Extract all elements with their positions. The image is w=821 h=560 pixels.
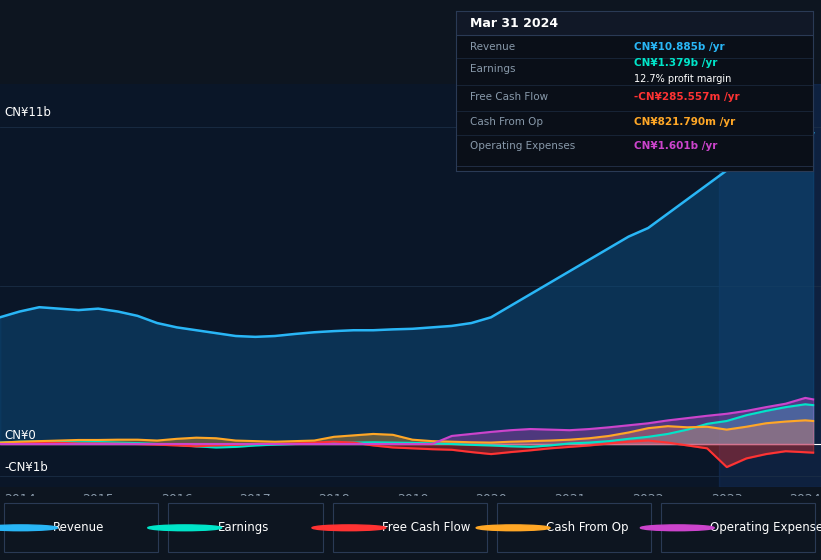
Text: Cash From Op: Cash From Op — [546, 521, 628, 534]
Text: 12.7% profit margin: 12.7% profit margin — [635, 74, 732, 84]
Text: Operating Expenses: Operating Expenses — [710, 521, 821, 534]
Text: Free Cash Flow: Free Cash Flow — [382, 521, 470, 534]
Text: CN¥10.885b /yr: CN¥10.885b /yr — [635, 42, 725, 52]
Text: Mar 31 2024: Mar 31 2024 — [470, 17, 558, 30]
Bar — [719, 84, 821, 487]
Text: CN¥1.379b /yr: CN¥1.379b /yr — [635, 58, 718, 68]
Text: -CN¥285.557m /yr: -CN¥285.557m /yr — [635, 92, 740, 101]
Text: Cash From Op: Cash From Op — [470, 117, 543, 127]
Circle shape — [0, 525, 57, 531]
Circle shape — [476, 525, 550, 531]
Text: Revenue: Revenue — [470, 42, 515, 52]
Text: CN¥1.601b /yr: CN¥1.601b /yr — [635, 141, 718, 151]
Text: -CN¥1b: -CN¥1b — [4, 461, 48, 474]
FancyBboxPatch shape — [456, 11, 813, 35]
Text: Revenue: Revenue — [53, 521, 105, 534]
Circle shape — [312, 525, 386, 531]
Text: CN¥0: CN¥0 — [4, 429, 35, 442]
Text: Free Cash Flow: Free Cash Flow — [470, 92, 548, 101]
Circle shape — [640, 525, 714, 531]
Text: Earnings: Earnings — [470, 64, 516, 74]
Text: Earnings: Earnings — [218, 521, 269, 534]
Text: Operating Expenses: Operating Expenses — [470, 141, 576, 151]
Text: CN¥11b: CN¥11b — [4, 105, 51, 119]
Text: CN¥821.790m /yr: CN¥821.790m /yr — [635, 117, 736, 127]
Circle shape — [148, 525, 222, 531]
